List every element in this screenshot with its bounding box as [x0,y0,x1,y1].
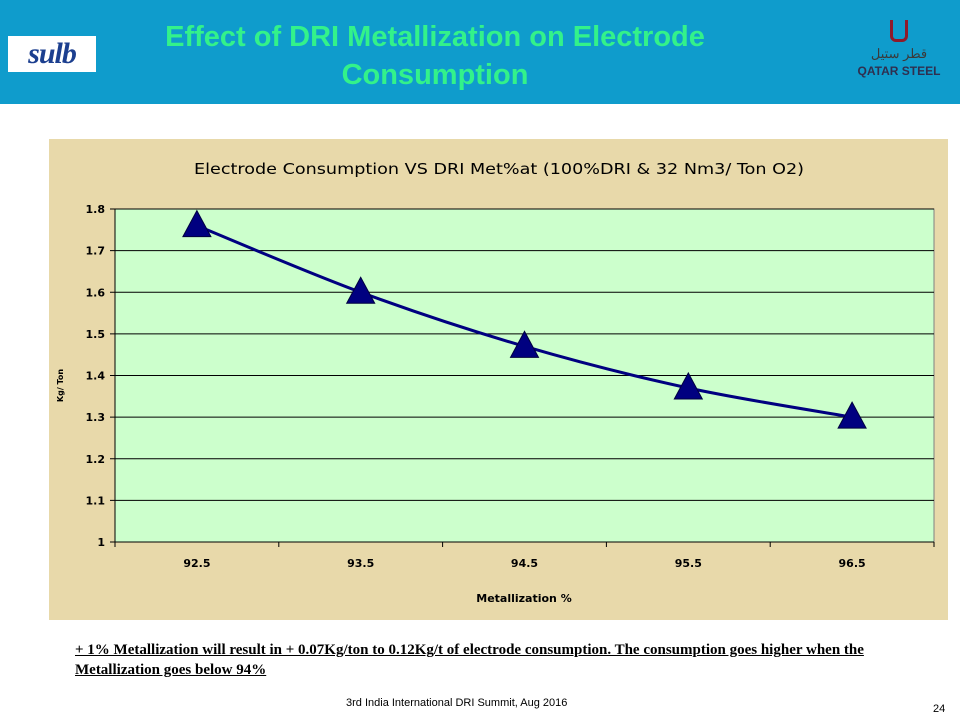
data-point-marker [837,401,867,429]
gridlines [110,208,935,547]
y-tick-label: 1.3 [86,411,106,424]
page-number: 24 [933,703,946,715]
chart-container: Electrode Consumption VS DRI Met%at (100… [49,139,948,620]
y-tick-labels: 1 1.1 1.2 1.3 1.4 1.5 1.6 1.7 1.8 [86,203,106,549]
series-group [182,209,867,429]
data-point-marker [182,209,212,238]
qatar-steel-logo: قطر ستيل QATAR STEEL [845,20,953,86]
data-point-marker [345,276,376,304]
y-tick-label: 1 [97,536,105,549]
y-axis-label: Kg/ Ton [56,369,65,403]
header-bar: sulb Effect of DRI Metallization on Elec… [0,0,960,104]
data-point-marker [509,330,540,358]
y-tick-label: 1.4 [86,370,106,383]
data-point-marker [673,371,704,400]
x-tick-label: 93.5 [347,557,374,570]
x-tick-label: 94.5 [511,557,538,570]
qatar-steel-arabic-text: قطر ستيل [870,46,928,61]
page-title: Effect of DRI Metallization on Electrode… [165,21,705,91]
y-tick-label: 1.6 [86,286,106,299]
y-tick-label: 1.1 [86,494,106,507]
qatar-steel-text: QATAR STEEL [857,64,941,78]
footer-text: 3rd India International DRI Summit, Aug … [346,697,568,709]
sulb-logo: sulb [8,36,96,72]
chart-svg: Electrode Consumption VS DRI Met%at (100… [49,139,948,620]
note-text: + 1% Metallization will result in + 0.07… [75,642,864,678]
y-tick-label: 1.5 [86,328,106,341]
y-tick-label: 1.7 [86,245,106,258]
x-tick-labels: 92.5 93.5 94.5 95.5 96.5 [183,557,865,570]
x-tick-label: 92.5 [183,557,210,570]
x-tick-label: 96.5 [839,557,866,570]
y-tick-label: 1.2 [86,453,106,466]
y-tick-label: 1.8 [86,203,106,216]
sulb-logo-text: sulb [28,37,77,70]
x-tick-label: 95.5 [675,557,702,570]
qatar-steel-mark-icon [890,20,908,42]
x-axis-label: Metallization % [476,592,572,605]
chart-title: Electrode Consumption VS DRI Met%at (100… [194,160,804,178]
